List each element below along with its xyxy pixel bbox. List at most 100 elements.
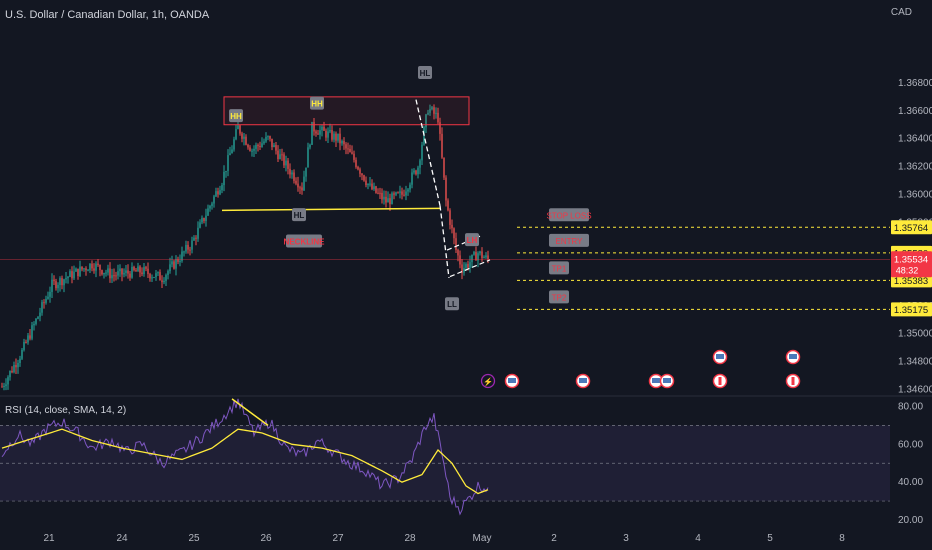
level-price-bg-0 [891, 220, 932, 235]
candle-body [23, 341, 25, 350]
candle-body [343, 140, 345, 145]
level-price-bg-3 [891, 302, 932, 317]
candle-body [347, 148, 349, 150]
price-tick-label: 1.34600 [898, 384, 932, 395]
candle-body [409, 184, 411, 190]
candle-body [375, 186, 377, 193]
candle-body [445, 177, 447, 201]
us-event-icon-stripe [579, 378, 587, 383]
candle-body [249, 147, 251, 151]
candle-body [471, 254, 473, 263]
last-price-value: 1.35534 [894, 254, 928, 265]
lh-label-bg [465, 233, 479, 247]
candle-body [433, 107, 435, 114]
time-tick-label: May [473, 533, 492, 544]
candle-body [231, 149, 233, 154]
candle-body [111, 275, 113, 279]
candle-body [81, 266, 83, 270]
candle-body [139, 266, 141, 273]
candle-body [85, 268, 87, 271]
level-tag-bg-0 [549, 208, 589, 222]
candle-body [117, 271, 119, 276]
candle-body [385, 196, 387, 203]
candle-body [109, 268, 111, 279]
candle-body [127, 270, 129, 274]
price-tick-label: 1.36600 [898, 106, 932, 117]
rsi-tick-label: 80.00 [898, 401, 923, 412]
candle-body [421, 144, 423, 161]
candle-body [269, 136, 271, 139]
candle-body [115, 275, 117, 277]
candle-body [397, 192, 399, 194]
candle-body [313, 121, 315, 132]
candle-body [171, 261, 173, 265]
candle-body [105, 272, 107, 274]
candle-body [223, 171, 225, 186]
candle-body [53, 279, 55, 282]
candle-body [265, 136, 267, 142]
candle-body [205, 215, 207, 221]
candle-body [219, 190, 221, 195]
candle-body [253, 148, 255, 151]
time-tick-label: 2 [551, 533, 557, 544]
candle-body [267, 136, 269, 138]
candle-body [459, 255, 461, 265]
us-event-icon-stripe [789, 354, 797, 359]
candle-body [275, 145, 277, 151]
candle-body [355, 159, 357, 167]
candle-body [337, 133, 339, 141]
candle-body [239, 125, 241, 134]
resistance-box [223, 96, 470, 126]
candle-body [229, 153, 231, 156]
candle-body [401, 191, 403, 195]
candle-body [317, 133, 319, 135]
candle-body [465, 264, 467, 268]
candle-body [423, 127, 425, 145]
candle-body [185, 244, 187, 252]
candle-body [291, 172, 293, 175]
candle-body [153, 277, 155, 279]
ll-label: LL [447, 300, 457, 309]
candle-body [263, 141, 265, 144]
candle-body [427, 112, 429, 115]
candle-body [373, 186, 375, 190]
neckline-label: NECKLINE [284, 238, 326, 247]
candle-body [67, 276, 69, 279]
candle-body [255, 145, 257, 149]
hl-label-mid-bg [292, 208, 306, 222]
hl-label-mid: HL [294, 211, 305, 220]
candle-body [25, 341, 27, 343]
time-tick-label: 28 [404, 533, 416, 544]
candle-body [27, 335, 29, 343]
rsi-sma-line [1, 428, 489, 495]
candle-body [303, 176, 305, 191]
candle-body [17, 363, 19, 368]
candle-body [131, 266, 133, 278]
candle-body [411, 172, 413, 185]
candle-body [5, 384, 7, 387]
candle-body [201, 217, 203, 223]
candle-body [391, 193, 393, 205]
candle-body [443, 157, 445, 178]
us-event-icon-stripe [716, 354, 724, 359]
candle-body [179, 260, 181, 262]
candle-body [145, 267, 147, 269]
candle-body [325, 130, 327, 138]
candle-body [121, 268, 123, 275]
candle-body [177, 259, 179, 262]
candle-body [457, 250, 459, 256]
level-tag-bg-3 [549, 290, 569, 304]
candle-body [361, 173, 363, 176]
candle-body [357, 166, 359, 170]
candle-body [349, 148, 351, 153]
candle-body [195, 237, 197, 239]
candle-body [73, 271, 75, 279]
price-tick-label: 1.36200 [898, 162, 932, 173]
level-price-3: 1.35175 [894, 305, 928, 316]
rsi-tick-label: 20.00 [898, 515, 923, 526]
candle-body [483, 257, 485, 259]
candle-body [217, 191, 219, 195]
candle-body [369, 183, 371, 185]
candle-body [383, 196, 385, 200]
